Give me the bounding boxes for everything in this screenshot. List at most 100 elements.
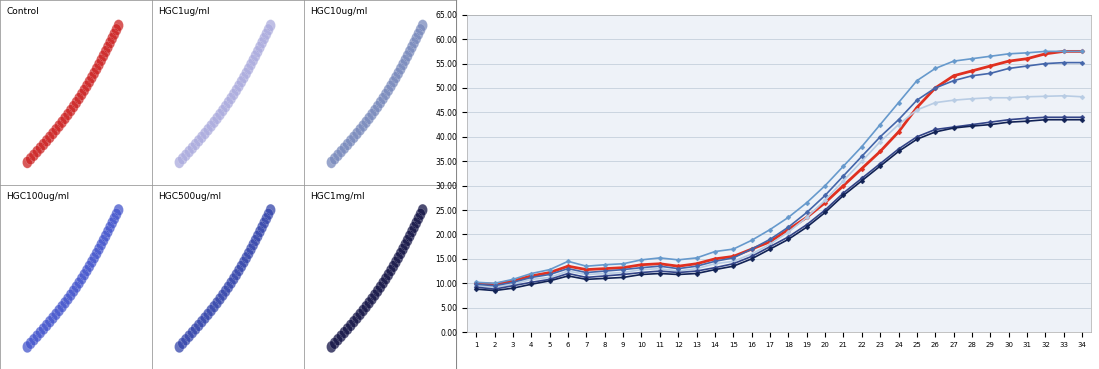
Text: Control: Control	[7, 7, 38, 16]
Circle shape	[223, 97, 233, 108]
Circle shape	[413, 28, 423, 40]
Circle shape	[25, 337, 35, 349]
Circle shape	[393, 252, 403, 264]
Circle shape	[373, 285, 382, 297]
Circle shape	[384, 85, 393, 96]
Circle shape	[54, 120, 64, 132]
Circle shape	[38, 139, 48, 151]
Circle shape	[367, 108, 377, 120]
Circle shape	[110, 28, 119, 40]
Circle shape	[106, 221, 115, 233]
Circle shape	[409, 37, 419, 49]
Circle shape	[52, 124, 60, 136]
Circle shape	[349, 131, 358, 143]
Circle shape	[38, 323, 48, 335]
Circle shape	[29, 334, 38, 346]
Circle shape	[393, 68, 403, 79]
Circle shape	[25, 153, 35, 165]
Circle shape	[77, 89, 87, 100]
Circle shape	[246, 243, 256, 255]
Circle shape	[95, 243, 103, 255]
Circle shape	[215, 293, 225, 305]
Circle shape	[42, 135, 52, 147]
Circle shape	[373, 101, 382, 113]
Circle shape	[185, 146, 193, 158]
Circle shape	[333, 149, 343, 161]
Circle shape	[221, 285, 231, 297]
Circle shape	[370, 105, 379, 117]
Circle shape	[244, 248, 254, 259]
Circle shape	[82, 265, 91, 276]
Circle shape	[215, 108, 225, 120]
Circle shape	[203, 308, 213, 320]
Circle shape	[238, 256, 248, 268]
Circle shape	[193, 320, 203, 331]
Circle shape	[113, 204, 123, 216]
Circle shape	[22, 156, 32, 168]
Circle shape	[404, 46, 414, 58]
Circle shape	[113, 20, 123, 31]
Circle shape	[91, 63, 101, 75]
Circle shape	[188, 142, 197, 154]
Circle shape	[381, 273, 390, 285]
Circle shape	[346, 135, 356, 147]
Circle shape	[108, 217, 118, 229]
Circle shape	[391, 256, 401, 268]
Circle shape	[330, 153, 340, 165]
Circle shape	[32, 146, 42, 158]
Circle shape	[229, 273, 238, 285]
Circle shape	[181, 149, 191, 161]
Circle shape	[200, 312, 210, 324]
Circle shape	[218, 105, 227, 117]
Circle shape	[45, 131, 55, 143]
Circle shape	[54, 305, 64, 317]
Circle shape	[79, 85, 89, 96]
Circle shape	[234, 80, 244, 92]
Circle shape	[264, 24, 274, 36]
Circle shape	[190, 139, 200, 151]
Circle shape	[226, 277, 236, 289]
Circle shape	[262, 213, 271, 225]
Circle shape	[251, 50, 260, 62]
Circle shape	[391, 72, 401, 83]
Circle shape	[35, 327, 45, 338]
Circle shape	[69, 285, 78, 297]
Circle shape	[396, 248, 406, 259]
Circle shape	[251, 235, 260, 246]
Circle shape	[244, 63, 254, 75]
Circle shape	[218, 289, 227, 301]
Circle shape	[355, 308, 365, 320]
Circle shape	[386, 80, 396, 92]
Text: HGC1mg/ml: HGC1mg/ml	[310, 192, 365, 201]
Circle shape	[415, 208, 425, 220]
Circle shape	[255, 41, 265, 53]
Circle shape	[66, 289, 76, 301]
Circle shape	[333, 334, 343, 346]
Circle shape	[389, 76, 398, 88]
Circle shape	[355, 124, 365, 136]
Circle shape	[336, 146, 346, 158]
Circle shape	[266, 20, 276, 31]
Circle shape	[232, 269, 241, 281]
Circle shape	[362, 116, 371, 128]
Circle shape	[97, 54, 107, 66]
Circle shape	[257, 221, 267, 233]
Circle shape	[57, 301, 67, 313]
Circle shape	[398, 243, 408, 255]
Circle shape	[175, 341, 185, 353]
Circle shape	[413, 213, 423, 225]
Circle shape	[367, 293, 377, 305]
Circle shape	[407, 226, 417, 238]
Circle shape	[193, 135, 203, 147]
Circle shape	[226, 93, 236, 104]
Circle shape	[381, 89, 390, 100]
Circle shape	[398, 59, 408, 70]
Circle shape	[203, 124, 213, 136]
Circle shape	[411, 32, 421, 44]
Circle shape	[326, 341, 336, 353]
Circle shape	[389, 261, 398, 272]
Circle shape	[378, 277, 388, 289]
Circle shape	[232, 85, 241, 96]
Circle shape	[89, 252, 99, 264]
Circle shape	[99, 50, 109, 62]
